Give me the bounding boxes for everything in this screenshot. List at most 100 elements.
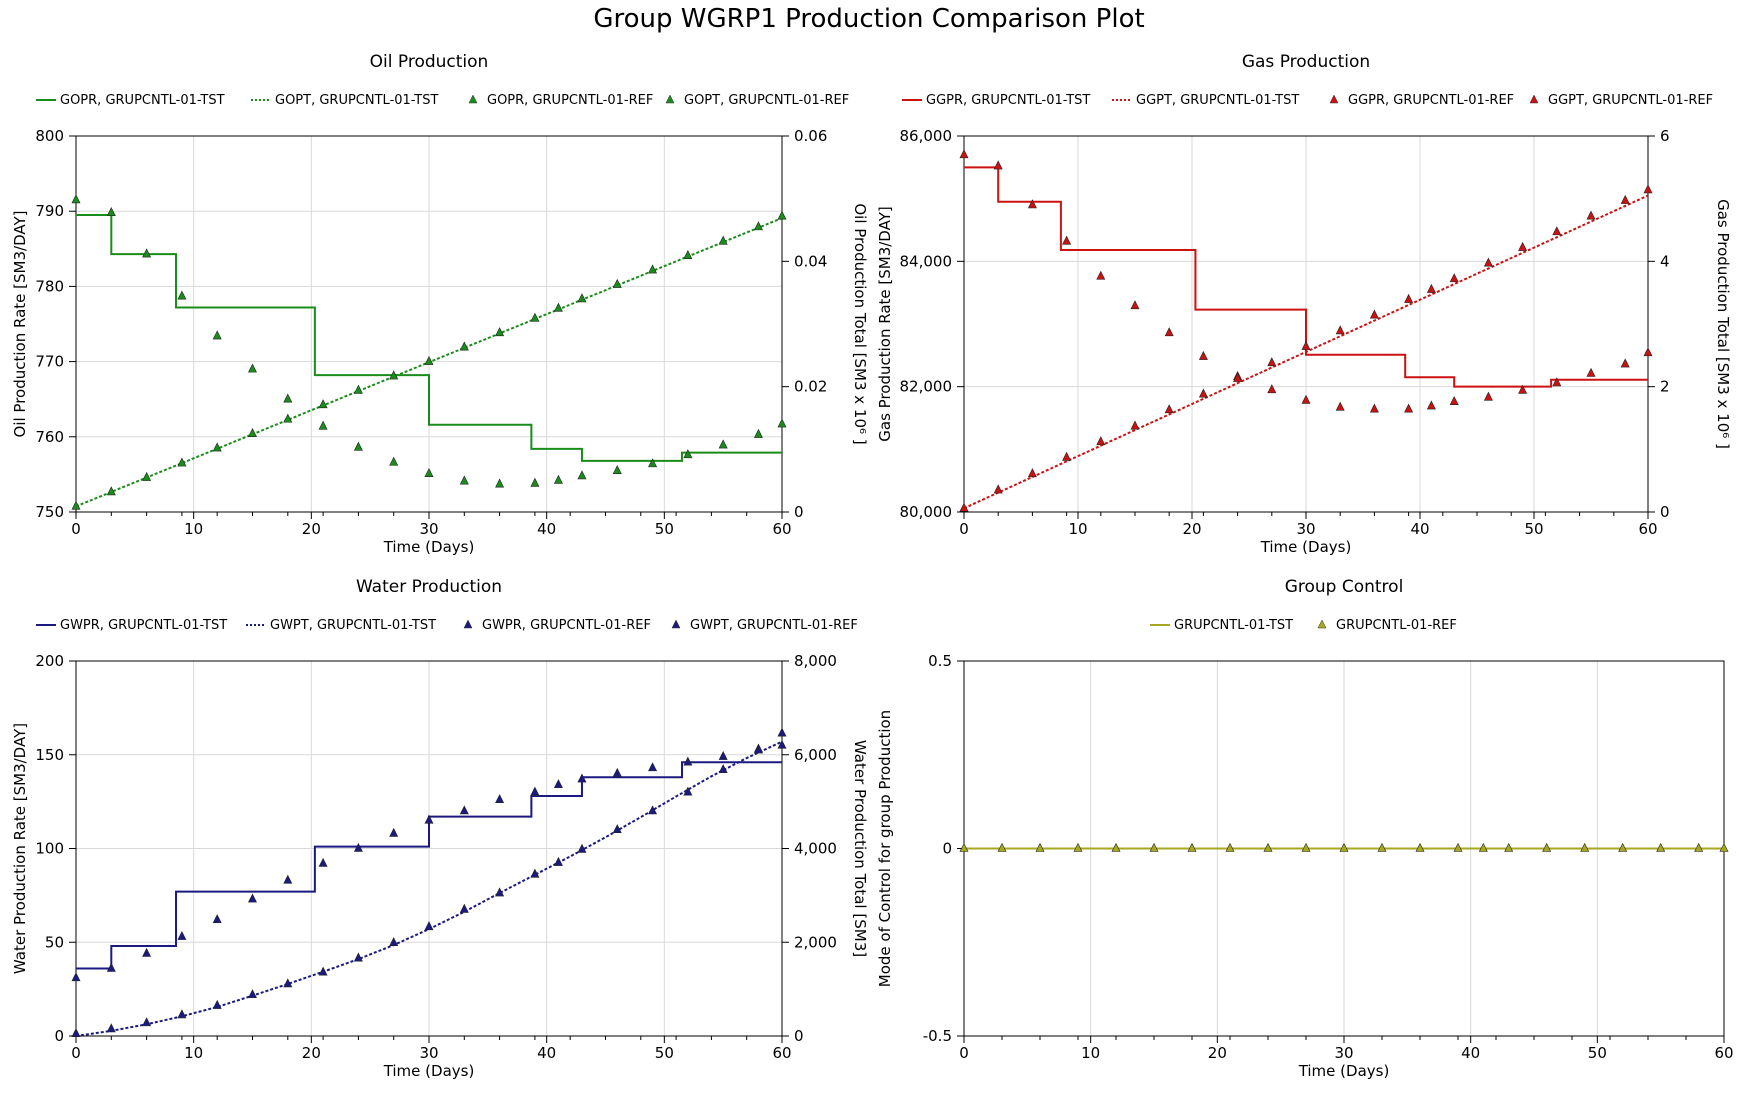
data-point: [1198, 350, 1208, 360]
data-point: [1096, 436, 1106, 446]
data-point: [1062, 235, 1072, 245]
data-point: [1198, 388, 1208, 398]
data-point: [993, 484, 1003, 494]
data-point: [459, 475, 469, 485]
data-point: [1233, 372, 1243, 382]
data-point: [248, 893, 257, 903]
legend-label: GWPR, GRUPCNTL-01-REF: [482, 618, 651, 633]
y2-tick-label: 0.04: [794, 252, 827, 270]
legend-marker: [1529, 94, 1539, 104]
y-tick-label: 84,000: [900, 252, 953, 270]
y-tick-label: 750: [35, 503, 64, 521]
data-point: [577, 843, 587, 853]
data-point: [353, 441, 363, 451]
data-point: [212, 914, 222, 924]
data-point: [1187, 842, 1197, 852]
data-point: [1415, 842, 1425, 852]
data-point: [177, 1009, 187, 1019]
y2-tick-label: 4: [1660, 252, 1670, 270]
series-gopr-grupcntl-01-ref: [71, 194, 787, 488]
data-point: [612, 278, 622, 288]
chart-panel-1: Oil Production GOPR, GRUPCNTL-01-TST GOPT,…: [11, 52, 869, 556]
chart-panel-4: Group Control GRUPCNTL-01-TST GRUPCNTL-01-…: [876, 577, 1734, 1080]
x-tick-label: 20: [302, 1044, 321, 1062]
y-axis-label: Oil Production Rate [SM3/DAY]: [11, 211, 29, 438]
legend-label: GOPT, GRUPCNTL-01-TST: [275, 93, 438, 108]
legend-entry: GRUPCNTL-01-REF: [1317, 618, 1457, 633]
data-point: [1483, 391, 1493, 401]
y-tick-label: 82,000: [900, 378, 953, 396]
x-tick-label: 50: [655, 520, 674, 538]
data-point: [1096, 270, 1106, 280]
data-point: [353, 842, 363, 852]
data-point: [283, 874, 293, 884]
x-tick-label: 20: [1208, 1044, 1227, 1062]
data-point: [1225, 842, 1235, 852]
data-point: [1643, 347, 1653, 357]
x-tick-label: 0: [71, 520, 81, 538]
data-point: [71, 194, 81, 204]
y2-tick-label: 0: [1660, 503, 1670, 521]
x-tick-label: 60: [1638, 520, 1657, 538]
data-point: [530, 477, 540, 487]
y-tick-label: 0: [942, 840, 952, 858]
data-point: [1542, 842, 1552, 852]
data-point: [389, 456, 399, 466]
legend-marker: [671, 619, 681, 629]
series-line: [963, 194, 1649, 510]
data-point: [683, 756, 693, 766]
data-point: [1073, 842, 1083, 852]
data-point: [389, 370, 399, 380]
legend-label: GWPT, GRUPCNTL-01-REF: [690, 618, 858, 633]
y2-axis-label: Gas Production Total [SM3 x 10⁶ ]: [1714, 199, 1732, 449]
chart-title: Oil Production: [370, 52, 489, 72]
x-tick-label: 40: [537, 1044, 556, 1062]
data-point: [106, 486, 116, 496]
data-point: [1339, 842, 1349, 852]
series-gwpr-grupcntl-01-tst: [76, 761, 782, 970]
x-tick-label: 30: [1296, 520, 1315, 538]
data-point: [753, 744, 763, 754]
figure-title: Group WGRP1 Production Comparison Plot: [593, 4, 1144, 34]
series-gwpt-grupcntl-01-ref: [71, 727, 787, 1037]
data-point: [1164, 404, 1174, 414]
data-point: [1369, 309, 1379, 319]
x-axis-label: Time (Days): [1298, 1062, 1390, 1080]
data-point: [212, 999, 222, 1009]
legend-entry: GOPT, GRUPCNTL-01-TST: [251, 93, 438, 108]
data-point: [553, 474, 563, 484]
data-point: [1449, 273, 1459, 283]
data-point: [993, 160, 1003, 170]
data-point: [530, 786, 540, 796]
data-point: [753, 221, 763, 231]
data-point: [648, 458, 658, 468]
data-point: [777, 418, 787, 428]
y-tick-label: 0: [54, 1027, 64, 1045]
legend-label: GGPT, GRUPCNTL-01-TST: [1136, 93, 1299, 108]
data-point: [389, 937, 399, 947]
legend-entry: GOPT, GRUPCNTL-01-REF: [665, 93, 849, 108]
data-point: [777, 739, 787, 749]
data-point: [1111, 842, 1121, 852]
data-point: [353, 952, 363, 962]
data-point: [1552, 226, 1562, 236]
data-point: [106, 962, 116, 972]
data-point: [106, 207, 116, 217]
data-point: [1656, 842, 1666, 852]
data-point: [718, 235, 728, 245]
data-point: [753, 428, 763, 438]
data-point: [424, 355, 434, 365]
y2-tick-label: 0.06: [794, 127, 827, 145]
data-point: [1694, 842, 1704, 852]
data-point: [959, 149, 969, 159]
series-grupcntl-01-ref: [959, 842, 1729, 852]
x-tick-label: 0: [71, 1044, 81, 1062]
data-point: [1552, 377, 1562, 387]
data-point: [424, 467, 434, 477]
data-point: [212, 442, 222, 452]
x-axis-label: Time (Days): [383, 1062, 475, 1080]
legend-entry: GGPR, GRUPCNTL-01-TST: [902, 93, 1090, 108]
series-line: [964, 166, 1648, 388]
data-point: [1404, 403, 1414, 413]
data-point: [1062, 451, 1072, 461]
